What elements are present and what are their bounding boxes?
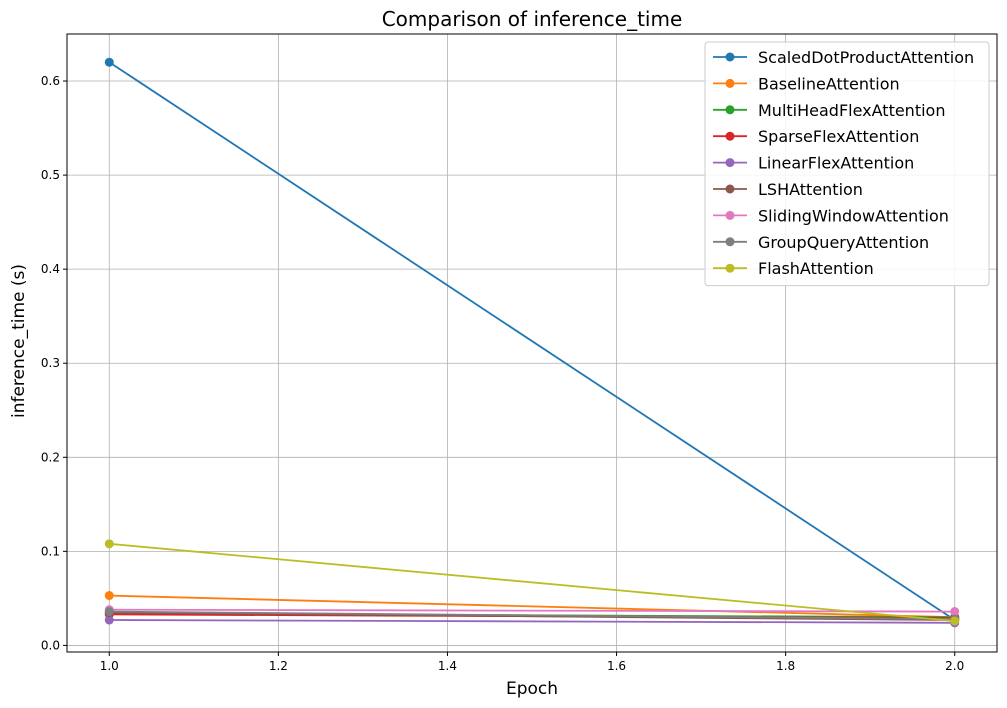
legend-label: SparseFlexAttention xyxy=(758,127,919,146)
series-line xyxy=(109,610,955,620)
x-axis-ticks: 1.0 1.2 1.4 1.6 1.8 2.0 xyxy=(100,652,964,673)
y-axis-label: inference_time (s) xyxy=(9,264,29,418)
x-tick-label: 1.4 xyxy=(438,659,457,673)
chart-title: Comparison of inference_time xyxy=(382,7,683,31)
series-FlashAttention xyxy=(104,539,960,626)
y-tick-label: 0.5 xyxy=(41,168,60,182)
x-tick-label: 1.8 xyxy=(776,659,795,673)
legend-label: GroupQueryAttention xyxy=(758,233,929,252)
legend-swatch-marker xyxy=(725,52,735,62)
data-point xyxy=(104,591,114,601)
legend-swatch-marker xyxy=(725,105,735,115)
series-layer xyxy=(104,57,960,628)
data-point xyxy=(950,607,960,617)
data-point xyxy=(950,616,960,626)
y-tick-label: 0.0 xyxy=(41,638,60,652)
legend-swatch-marker xyxy=(725,263,735,273)
data-point xyxy=(104,539,114,549)
x-axis-label: Epoch xyxy=(506,679,558,699)
legend-box xyxy=(704,41,990,287)
data-point xyxy=(104,615,114,625)
legend-item: LSHAttention xyxy=(713,180,863,199)
legend-item: FlashAttention xyxy=(713,259,874,278)
x-tick-label: 2.0 xyxy=(945,659,964,673)
plot-frame xyxy=(66,33,998,653)
x-tick-label: 1.0 xyxy=(100,659,119,673)
legend-label: ScaledDotProductAttention xyxy=(758,48,974,67)
y-tick-label: 0.4 xyxy=(41,262,60,276)
legend: ScaledDotProductAttention BaselineAttenti… xyxy=(704,41,990,287)
legend-label: LinearFlexAttention xyxy=(758,154,914,173)
y-tick-label: 0.6 xyxy=(41,74,60,88)
data-point xyxy=(104,57,114,67)
data-point xyxy=(104,607,114,617)
series-line xyxy=(109,594,955,619)
legend-swatch-marker xyxy=(725,184,735,194)
legend-label: SlidingWindowAttention xyxy=(758,206,949,225)
legend-label: LSHAttention xyxy=(758,180,863,199)
legend-label: FlashAttention xyxy=(758,259,874,278)
series-line xyxy=(108,61,956,621)
legend-swatch-marker xyxy=(725,158,735,168)
legend-item: SlidingWindowAttention xyxy=(713,206,949,225)
series-line xyxy=(109,542,955,622)
legend-item: BaselineAttention xyxy=(713,74,900,93)
legend-item: LinearFlexAttention xyxy=(713,154,914,173)
legend-swatch-marker xyxy=(725,210,735,220)
legend-swatch-marker xyxy=(725,131,735,141)
legend-item: SparseFlexAttention xyxy=(713,127,919,146)
legend-item: ScaledDotProductAttention xyxy=(713,48,974,67)
y-axis-ticks: 0.0 0.1 0.2 0.3 0.4 0.5 0.6 xyxy=(41,74,67,652)
y-tick-label: 0.2 xyxy=(41,450,60,464)
legend-label: MultiHeadFlexAttention xyxy=(758,101,945,120)
legend-label: BaselineAttention xyxy=(758,74,900,93)
legend-item: GroupQueryAttention xyxy=(713,233,929,252)
y-tick-label: 0.3 xyxy=(41,356,60,370)
x-tick-label: 1.2 xyxy=(269,659,288,673)
y-tick-label: 0.1 xyxy=(41,544,60,558)
series-line xyxy=(109,608,955,613)
x-tick-label: 1.6 xyxy=(607,659,626,673)
legend-item: MultiHeadFlexAttention xyxy=(713,101,945,120)
series-line xyxy=(109,619,955,624)
legend-swatch-marker xyxy=(725,237,735,247)
legend-swatch-marker xyxy=(725,78,735,88)
